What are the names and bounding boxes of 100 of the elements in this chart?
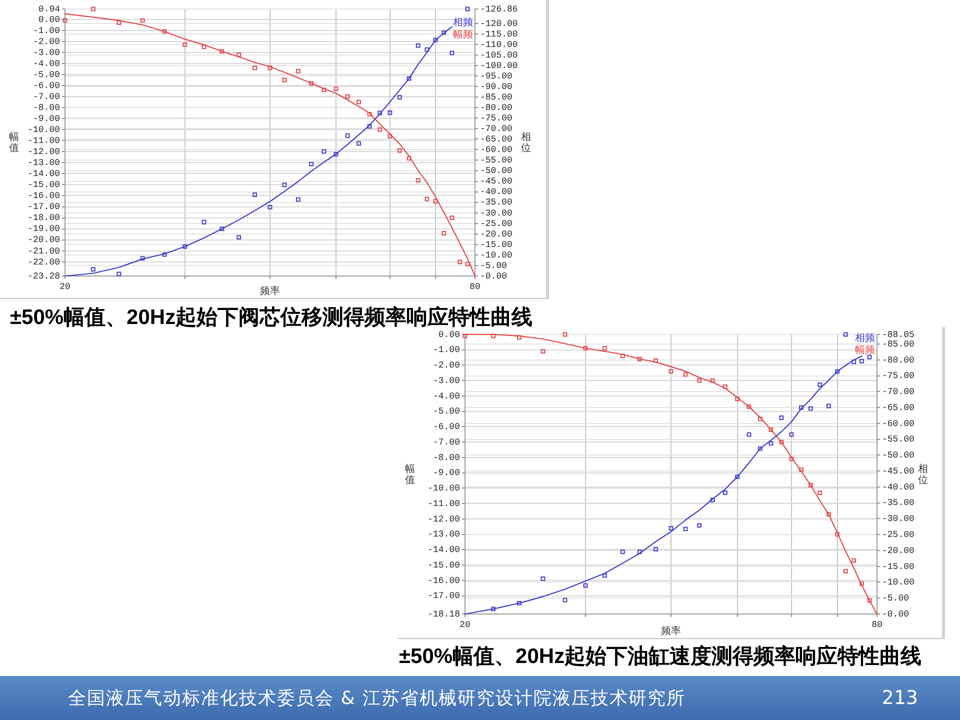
text: 幅频 [453,28,473,41]
x-axis-title: 频率 [661,626,681,637]
y2-tick-label: -70.00 [480,124,512,134]
y2-tick-label: -80.00 [480,103,512,114]
y-tick-label: -2.00 [32,36,60,47]
y-tick-label: -9.00 [32,114,60,124]
y-tick-label: -9.00 [432,468,460,478]
x-axis-title: 频率 [260,286,280,297]
y-tick-label: -10.00 [28,124,60,135]
y-axis-title: 幅值 [9,132,19,154]
y-tick-label: -12.00 [28,147,60,158]
y2-tick-label: -105.00 [480,50,518,60]
y2-axis-title: 相位 [918,464,928,486]
y2-tick-label: -120.00 [480,18,518,29]
y2-tick-label: -10.00 [882,578,914,588]
y2-tick-label: -85.00 [480,92,512,102]
y2-tick-label: -45.00 [882,466,914,476]
y-tick-label: -19.00 [28,224,60,234]
y-tick-label: -17.00 [428,591,460,602]
y-tick-label: -4.00 [432,391,460,402]
y2-tick-label: -15.00 [480,240,512,250]
y2-tick-label: -25.00 [882,530,914,540]
series-label: 相频 [453,16,473,29]
y-tick-label: -14.00 [428,545,460,556]
y-tick-label: -3.00 [432,376,460,386]
y-tick-label: -3.00 [32,48,60,58]
y2-tick-label: -90.00 [480,82,512,92]
y2-tick-label: -35.00 [480,198,512,208]
y-tick-label: -22.00 [28,257,60,268]
y2-tick-label: -5.00 [480,260,508,271]
y-tick-label: -6.00 [32,80,60,91]
text: 幅频 [855,344,875,356]
y-tick-label: -12.00 [428,514,460,524]
footer-band: 全国液压气动标准化技术委员会 & 江苏省机械研究设计院液压技术研究所 213 [0,676,960,720]
y2-tick-label: -0.00 [882,609,910,620]
y2-tick-label: -55.00 [480,156,512,166]
y2-tick-label: -100.00 [480,60,518,71]
y2-tick-label: -95.00 [480,71,512,82]
y2-tick-label: -65.00 [480,134,512,145]
y2-tick-label: -126.86 [480,4,518,14]
y2-tick-label: -20.00 [480,229,512,240]
y2-axis-title: 相位 [521,132,531,154]
y-tick-label: -20.00 [28,235,60,246]
y2-tick-label: -88.05 [882,330,914,340]
y-tick-label: -1.00 [32,26,60,36]
y2-tick-label: -75.00 [480,114,512,124]
y2-tick-label: -60.00 [480,145,512,156]
y2-tick-label: -5.00 [882,594,910,604]
y-tick-label: -15.00 [428,560,460,570]
y-tick-label: -18.18 [428,609,460,620]
y-tick-label: -5.00 [432,406,460,417]
y-tick-label: -13.00 [28,158,60,168]
y-tick-label: -16.00 [428,576,460,586]
text: ±50%幅值、20Hz起始下油缸速度测得频率响应特性曲线 [399,645,922,668]
y2-tick-label: -20.00 [882,546,914,556]
x-tick-label: 80 [470,282,480,292]
y-tick-label: -8.00 [32,102,60,113]
y-tick-label: 0.00 [438,330,460,340]
y-tick-label: -11.00 [28,136,60,146]
y2-tick-label: -75.00 [882,371,914,382]
y2-tick-label: -30.00 [480,208,512,218]
y-tick-label: -1.00 [432,345,460,356]
y2-tick-label: -30.00 [882,514,914,524]
y-tick-label: -7.00 [32,92,60,102]
y-tick-label: -17.00 [28,202,60,212]
y2-tick-label: -50.00 [882,450,914,461]
y-tick-label: -23.28 [28,271,60,282]
y2-tick-label: -115.00 [480,29,518,40]
series-label: 相频 [855,332,875,344]
x-tick-label: 80 [872,620,882,630]
y2-tick-label: -65.00 [882,402,914,413]
y-tick-label: -21.00 [28,246,60,256]
y-tick-label: -7.00 [432,437,460,448]
y2-tick-label: -25.00 [480,218,512,229]
y-tick-label: -14.00 [28,169,60,180]
y-tick-label: -11.00 [428,498,460,509]
y-tick-label: -2.00 [432,360,460,371]
y2-tick-label: -80.00 [882,355,914,366]
y-tick-label: -15.00 [28,180,60,190]
text: ±50%幅值、20Hz起始下阀芯位移测得频率响应特性曲线 [10,306,533,330]
y2-tick-label: -40.00 [480,187,512,198]
x-tick-label: 20 [60,282,70,292]
y-tick-label: -4.00 [32,58,60,69]
y2-tick-label: -35.00 [882,498,914,508]
y-tick-label: -16.00 [28,191,60,202]
y2-tick-label: -50.00 [480,166,512,176]
y2-tick-label: -40.00 [882,482,914,492]
y-tick-label: -6.00 [432,422,460,432]
y-tick-label: 0.00 [38,14,60,25]
y2-tick-label: -60.00 [882,418,914,429]
y2-tick-label: -110.00 [480,40,518,50]
y-tick-label: -13.00 [428,530,460,540]
y2-tick-label: -70.00 [882,387,914,398]
y-tick-label: -5.00 [32,70,60,80]
y2-tick-label: -0.00 [480,271,508,282]
y2-tick-label: -15.00 [882,562,914,572]
y-axis-title: 幅值 [405,464,415,486]
y2-tick-label: -10.00 [480,250,512,260]
x-tick-label: 20 [460,620,470,630]
y-tick-label: -8.00 [432,452,460,463]
